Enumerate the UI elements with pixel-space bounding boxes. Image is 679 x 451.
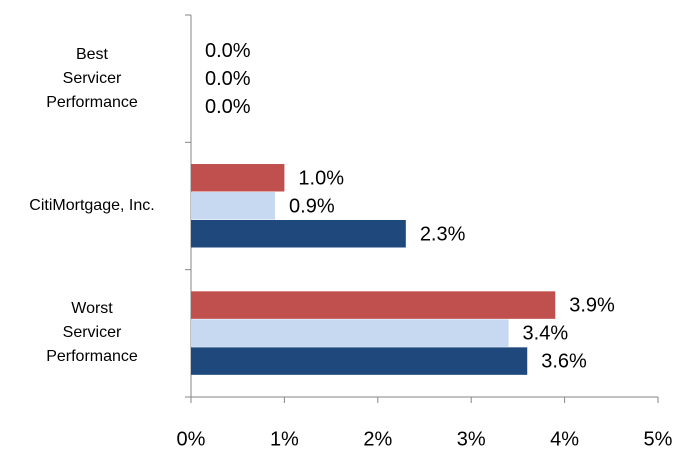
value-label: 3.4% bbox=[523, 323, 569, 345]
x-tick-label: 2% bbox=[363, 428, 392, 450]
bar bbox=[191, 220, 406, 248]
x-tick-label: 0% bbox=[177, 428, 206, 450]
value-label: 3.6% bbox=[541, 351, 587, 373]
x-tick-label: 3% bbox=[457, 428, 486, 450]
x-tick-label: 4% bbox=[550, 428, 579, 450]
value-label: 0.0% bbox=[205, 68, 251, 90]
value-label: 2.3% bbox=[420, 223, 466, 245]
x-tick-label: 5% bbox=[644, 428, 673, 450]
value-label: 0.0% bbox=[205, 40, 251, 62]
category-label: Worst Servicer Performance bbox=[46, 300, 138, 366]
x-tick-label: 1% bbox=[270, 428, 299, 450]
bar bbox=[191, 347, 528, 375]
bar bbox=[191, 164, 285, 192]
category-label: Best Servicer Performance bbox=[46, 45, 138, 111]
value-label: 0.9% bbox=[289, 195, 335, 217]
value-label: 0.0% bbox=[205, 96, 251, 118]
category-label: CitiMortgage, Inc. bbox=[29, 197, 155, 214]
value-label: 3.9% bbox=[569, 295, 615, 317]
bar bbox=[191, 319, 509, 347]
bar bbox=[191, 291, 556, 319]
bar bbox=[191, 192, 276, 220]
value-label: 1.0% bbox=[298, 167, 344, 189]
